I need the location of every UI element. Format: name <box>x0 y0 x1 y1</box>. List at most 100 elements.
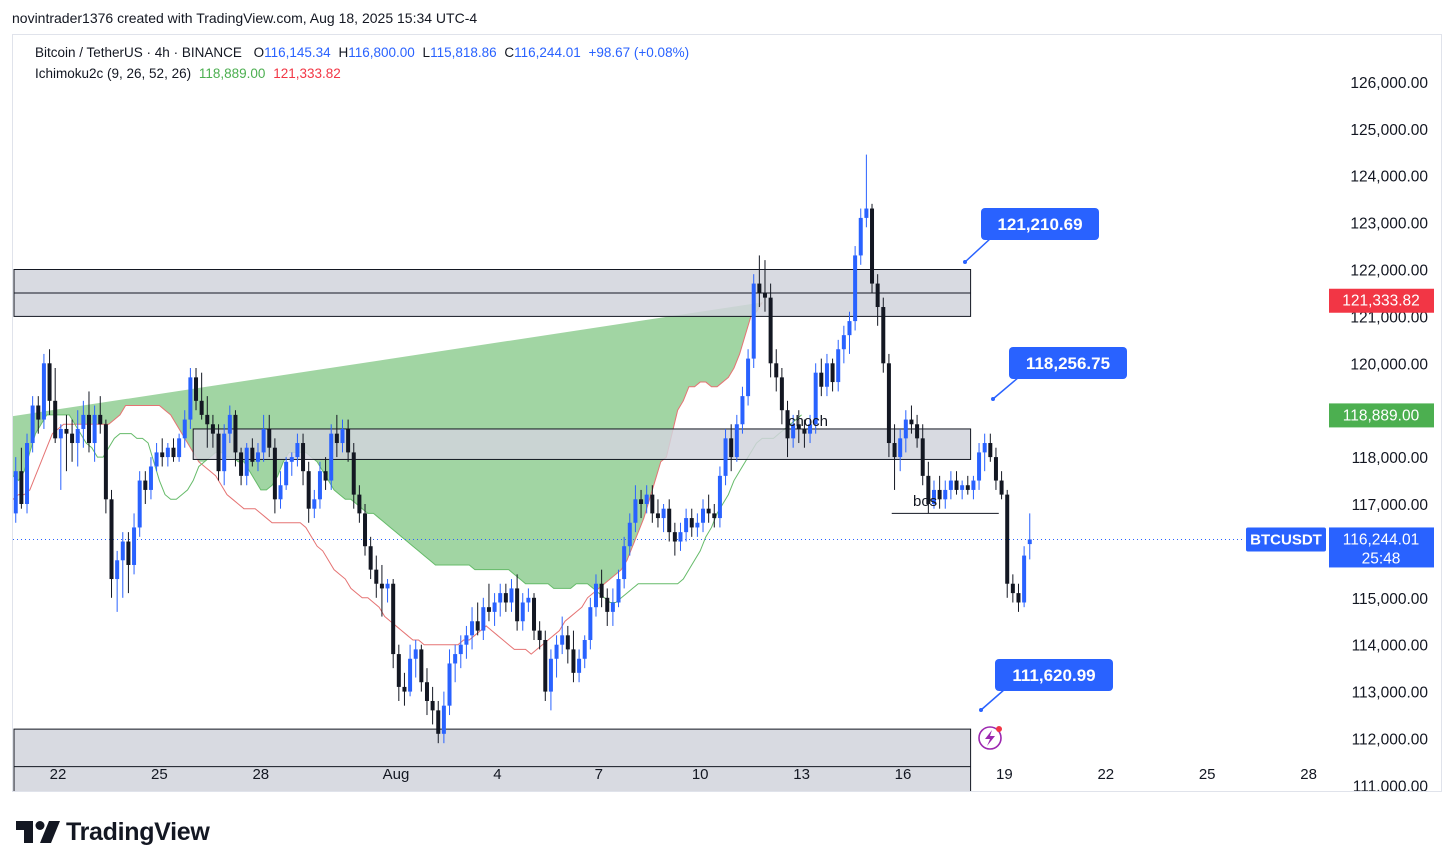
candle-body <box>515 588 520 622</box>
symbol-tag-bg <box>1246 527 1326 552</box>
candle-body <box>368 546 373 570</box>
candle-body <box>402 686 407 692</box>
tradingview-brand: TradingView <box>66 817 210 846</box>
chart-frame[interactable]: choch bos 121,210.69 118,256.75 111,620.99 12… <box>12 34 1442 792</box>
symbol-title[interactable]: Bitcoin / TetherUS · 4h · BINANCE <box>35 45 242 60</box>
candle-body <box>796 424 801 429</box>
candle-body <box>177 438 182 458</box>
candle-body <box>610 602 615 612</box>
indicator-value-red: 121,333.82 <box>273 66 341 81</box>
tradingview-logo[interactable]: TradingView <box>16 816 210 848</box>
candle-body <box>779 377 784 411</box>
candle-body <box>830 363 835 383</box>
callout-anchor <box>963 260 967 264</box>
candle-body <box>171 447 176 458</box>
candle-body <box>791 424 796 439</box>
candle-body <box>295 443 300 458</box>
candle-body <box>982 443 987 453</box>
price-tick: 111,000.00 <box>1353 778 1429 792</box>
candle-body <box>239 452 244 476</box>
candle-body <box>678 532 683 542</box>
high-label: H <box>338 45 349 60</box>
chart-canvas[interactable]: choch bos 121,210.69 118,256.75 111,620.99 12… <box>13 35 1442 792</box>
candle-body <box>278 485 283 500</box>
candle-body <box>824 363 829 387</box>
candle-body <box>819 372 824 387</box>
time-tick: 28 <box>1300 766 1317 783</box>
time-axis: 22 25 28 Aug 4 7 10 13 16 19 22 25 28 <box>50 766 1317 783</box>
candle-body <box>520 602 525 622</box>
badge-red: 121,333.82 <box>1329 288 1434 313</box>
candle-body <box>233 414 238 453</box>
candle-body <box>768 297 773 364</box>
indicator-title[interactable]: Ichimoku2c (9, 26, 52, 26) <box>35 66 192 81</box>
candle-body <box>98 414 103 425</box>
time-tick: 25 <box>151 766 168 783</box>
candle-body <box>92 414 97 444</box>
price-axis: 126,000.00 125,000.00 124,000.00 123,000.00… <box>1350 75 1429 792</box>
candle-body <box>317 471 322 500</box>
callout-anchor <box>991 397 995 401</box>
candle-body <box>81 414 86 429</box>
candle-body <box>413 649 418 659</box>
candle-body <box>357 494 362 514</box>
candle-body <box>537 630 542 641</box>
candle-body <box>644 494 649 504</box>
candle-body <box>53 400 58 439</box>
high-value: 116,800.00 <box>348 45 415 60</box>
alert-lightning-icon[interactable] <box>978 726 1002 750</box>
price-tick: 125,000.00 <box>1350 122 1428 139</box>
candle-body <box>532 597 537 631</box>
candle-body <box>684 518 689 533</box>
candle-body <box>30 405 35 444</box>
candle-body <box>565 635 570 650</box>
candle-body <box>639 499 644 504</box>
candle-body <box>503 593 508 603</box>
candle-body <box>813 372 818 425</box>
candle-body <box>864 208 869 218</box>
candle-body <box>870 208 875 284</box>
candle-body <box>306 471 311 509</box>
candle-body <box>58 428 63 439</box>
candle-body <box>757 283 762 293</box>
candle-body <box>920 438 925 476</box>
candle-body <box>205 414 210 425</box>
chart-attribution: novintrader1376 created with TradingView… <box>12 10 478 26</box>
candle-body <box>886 363 891 444</box>
low-value: 115,818.86 <box>430 45 497 60</box>
candle-body <box>593 583 598 608</box>
candle-body <box>960 485 965 490</box>
candle-body <box>498 593 503 603</box>
candle-body <box>526 597 531 603</box>
time-tick: 4 <box>493 766 501 783</box>
price-tick: 122,000.00 <box>1350 263 1428 280</box>
candle-body <box>255 452 260 462</box>
candle-body <box>391 583 396 655</box>
candle-body <box>385 583 390 589</box>
time-tick: 10 <box>692 766 709 783</box>
candle-body <box>954 480 959 490</box>
candle-body <box>588 607 593 641</box>
candle-body <box>881 307 886 364</box>
price-tick: 114,000.00 <box>1352 638 1429 655</box>
lightning-bolt <box>985 730 995 746</box>
time-tick: 13 <box>793 766 810 783</box>
callout-pointer <box>964 237 992 263</box>
candle-body <box>909 419 914 425</box>
candle-body <box>36 405 41 420</box>
candle-body <box>64 428 69 434</box>
candle-body <box>424 682 429 701</box>
time-tick: 7 <box>595 766 603 783</box>
candle-body <box>188 377 193 420</box>
close-value: 116,244.01 <box>514 45 581 60</box>
open-label: O <box>253 45 265 60</box>
candle-body <box>261 428 266 453</box>
callout-pointer <box>992 376 1020 400</box>
candle-body <box>312 499 317 509</box>
candle-body <box>717 475 722 519</box>
candle-body <box>774 363 779 378</box>
candle-body <box>1010 583 1015 594</box>
candle-body <box>284 461 289 486</box>
symbol-legend: Bitcoin / TetherUS · 4h · BINANCE O116,1… <box>35 45 693 60</box>
candle-body <box>340 428 345 444</box>
